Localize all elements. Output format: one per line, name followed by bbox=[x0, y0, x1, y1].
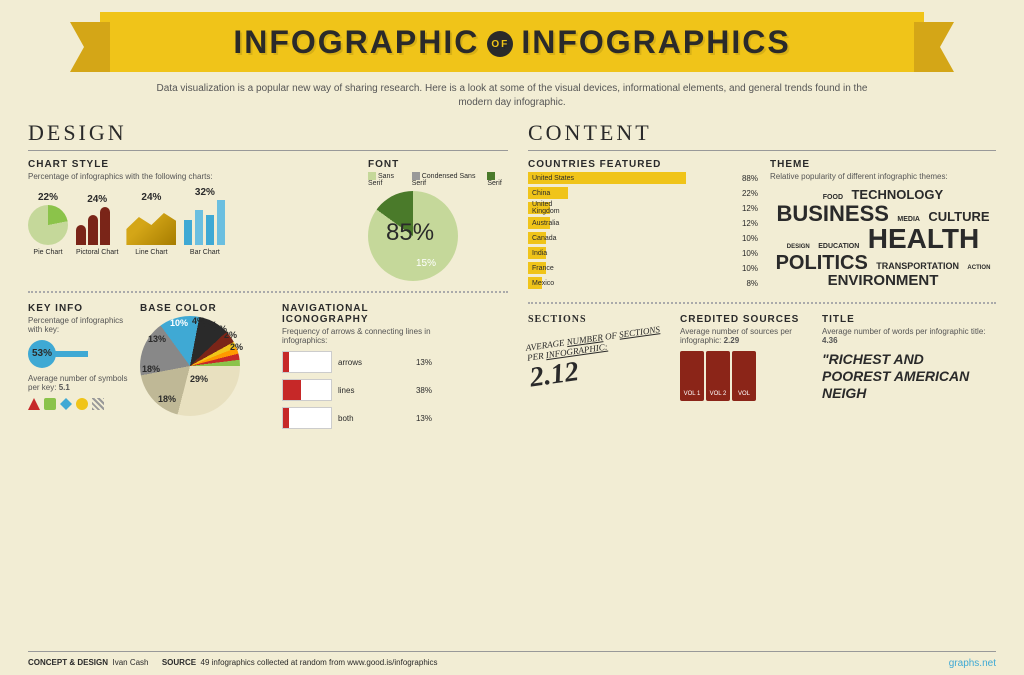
chart-style-item: 24%Pictoral Chart bbox=[76, 194, 118, 256]
theme-title: THEME bbox=[770, 159, 996, 170]
books-icon: VOL 1VOL 2VOL bbox=[680, 351, 810, 401]
symbol-icon bbox=[92, 398, 104, 410]
design-heading: DESIGN bbox=[28, 120, 508, 146]
base-title: BASE COLOR bbox=[140, 303, 270, 314]
title-banner: INFOGRAPHICOFINFOGRAPHICS bbox=[100, 12, 924, 72]
font-main-pct: 85% bbox=[386, 219, 434, 247]
symbol-icon bbox=[28, 398, 40, 410]
legend-item: Condensed Sans Serif bbox=[412, 172, 480, 187]
legend-item: Sans Serif bbox=[368, 172, 404, 187]
book-icon: VOL bbox=[732, 351, 756, 401]
country-row: United Kingdom12% bbox=[528, 202, 758, 214]
key-icon: 53% bbox=[28, 340, 88, 370]
footer: CONCEPT & DESIGN Ivan Cash SOURCE 49 inf… bbox=[28, 651, 996, 669]
nav-row: arrows13% bbox=[282, 351, 432, 373]
font-minor-pct: 15% bbox=[416, 258, 436, 269]
nav-desc: Frequency of arrows & connecting lines i… bbox=[282, 327, 432, 345]
base-color-pie: 29%18%18%13%10%4%2%2%2%2% bbox=[140, 316, 240, 416]
book-icon: VOL 2 bbox=[706, 351, 730, 401]
key-title: KEY INFO bbox=[28, 303, 128, 314]
country-row: Australia12% bbox=[528, 217, 758, 229]
chart-style-title: CHART STYLE bbox=[28, 159, 356, 170]
title-sec-title: TITLE bbox=[822, 314, 996, 325]
country-row: United States88% bbox=[528, 172, 758, 184]
countries-title: COUNTRIES FEATURED bbox=[528, 159, 758, 170]
chart-style-item: 24%Line Chart bbox=[126, 192, 176, 256]
symbol-icon bbox=[76, 398, 88, 410]
key-desc: Percentage of infographics with key: bbox=[28, 316, 128, 334]
symbol-icon bbox=[60, 398, 72, 410]
nav-title: NAVIGATIONAL ICONOGRAPHY bbox=[282, 303, 432, 325]
country-row: China22% bbox=[528, 187, 758, 199]
site-link[interactable]: graphs.net bbox=[949, 658, 996, 669]
title-quote: "RICHEST AND POOREST AMERICAN NEIGH bbox=[822, 351, 996, 401]
main-title: INFOGRAPHICOFINFOGRAPHICS bbox=[233, 24, 790, 61]
nav-row: both13% bbox=[282, 407, 432, 429]
country-row: Mexico8% bbox=[528, 277, 758, 289]
book-icon: VOL 1 bbox=[680, 351, 704, 401]
theme-word-cloud: FOOD TECHNOLOGY BUSINESS MEDIA CULTURE D… bbox=[770, 187, 996, 289]
country-row: France10% bbox=[528, 262, 758, 274]
sources-title: CREDITED SOURCES bbox=[680, 314, 810, 325]
country-row: India10% bbox=[528, 247, 758, 259]
chart-style-desc: Percentage of infographics with the foll… bbox=[28, 172, 356, 181]
theme-desc: Relative popularity of different infogra… bbox=[770, 172, 996, 181]
symbol-icon bbox=[44, 398, 56, 410]
content-heading: CONTENT bbox=[528, 120, 996, 146]
subtitle: Data visualization is a popular new way … bbox=[140, 82, 884, 110]
chart-style-item: 22%Pie Chart bbox=[28, 192, 68, 256]
font-title: FONT bbox=[368, 159, 508, 170]
sections-block: SECTIONS AVERAGE NUMBER OF SECTIONS PER … bbox=[528, 314, 668, 401]
chart-style-item: 32%Bar Chart bbox=[184, 187, 225, 256]
country-row: Canada10% bbox=[528, 232, 758, 244]
of-badge: OF bbox=[487, 31, 513, 57]
legend-item: Serif bbox=[487, 172, 508, 187]
nav-row: lines38% bbox=[282, 379, 432, 401]
font-pie-chart: 85% 15% bbox=[368, 191, 458, 281]
